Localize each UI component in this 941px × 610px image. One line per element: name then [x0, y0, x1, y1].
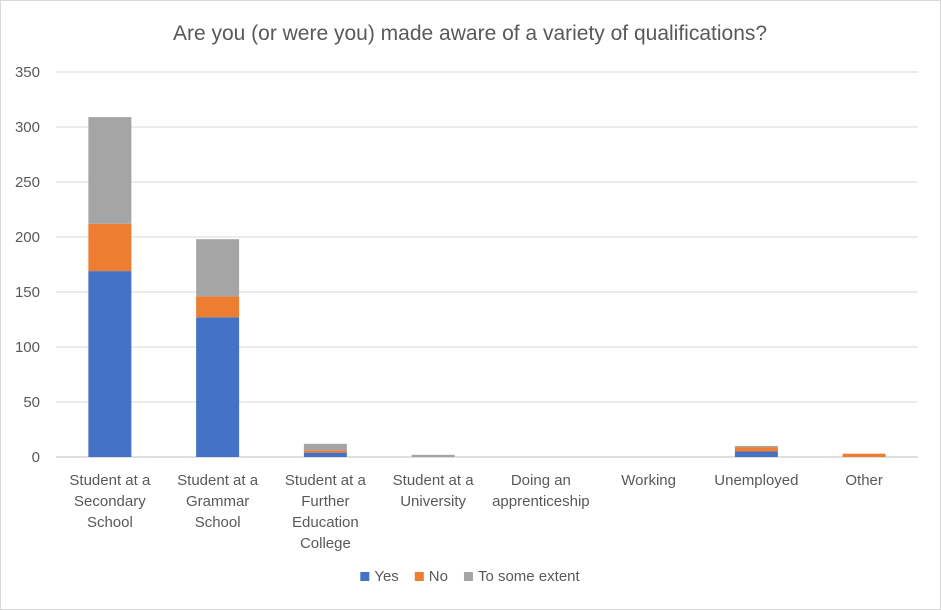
x-tick-label: Other: [845, 472, 883, 489]
y-tick-label: 50: [23, 394, 40, 411]
x-tick-label-line: Student at a: [177, 472, 259, 489]
y-tick-label: 150: [15, 284, 40, 301]
y-tick-label: 200: [15, 229, 40, 246]
legend-label: No: [429, 568, 448, 585]
x-tick-label: Student at a Further Education College: [285, 472, 367, 552]
bar-segment: [196, 239, 240, 297]
x-tick-label-line: Education: [292, 514, 359, 531]
chart-title: Are you (or were you) made aware of a va…: [173, 22, 767, 45]
legend-swatch: [414, 572, 424, 581]
x-axis: Student at a Secondary School Student at a G…: [69, 472, 882, 552]
x-tick-label-line: School: [87, 514, 133, 531]
bars: [88, 117, 886, 457]
y-tick-label: 100: [15, 339, 40, 356]
bar-segment: [88, 117, 132, 224]
x-tick-label-line: Student at a: [285, 472, 367, 489]
bar-segment: [734, 447, 778, 452]
x-tick-label: Doing an apprenticeship: [492, 472, 590, 510]
x-tick-label-line: Working: [621, 472, 676, 489]
x-tick-label-line: Student at a: [69, 472, 151, 489]
x-tick-label: Student at a Secondary School: [69, 472, 151, 531]
y-tick-label: 250: [15, 174, 40, 191]
bar-segment: [88, 271, 132, 457]
y-axis: 0 50 100 150 200 250 300 350: [15, 64, 40, 466]
bar-segment: [842, 453, 886, 457]
legend-swatch: [463, 572, 473, 581]
x-tick-label: Student at a University: [393, 472, 475, 510]
bar-segment: [734, 451, 778, 457]
bar-segment: [734, 446, 778, 448]
x-tick-label-line: University: [400, 493, 466, 510]
legend: Yes No To some extent: [360, 568, 581, 585]
x-tick-label-line: Secondary: [74, 493, 146, 510]
bar-segment: [303, 443, 347, 451]
legend-label: To some extent: [478, 568, 581, 585]
bar-segment: [88, 223, 132, 272]
y-tick-label: 300: [15, 119, 40, 136]
y-tick-label: 0: [32, 449, 40, 466]
x-tick-label-line: Student at a: [393, 472, 475, 489]
x-tick-label-line: Unemployed: [714, 472, 798, 489]
x-tick-label-line: Doing an: [511, 472, 571, 489]
x-tick-label-line: Further: [301, 493, 349, 510]
bar-segment: [411, 454, 455, 457]
bar-segment: [303, 450, 347, 453]
legend-label: Yes: [374, 568, 398, 585]
bar-segment: [303, 452, 347, 457]
x-tick-label-line: apprenticeship: [492, 493, 590, 510]
legend-swatch: [360, 572, 370, 581]
x-tick-label-line: Grammar: [186, 493, 249, 510]
x-tick-label-line: College: [300, 535, 351, 552]
x-tick-label: Student at a Grammar School: [177, 472, 259, 531]
x-tick-label: Working: [621, 472, 676, 489]
y-tick-label: 350: [15, 64, 40, 81]
x-tick-label-line: Other: [845, 472, 883, 489]
bar-segment: [196, 317, 240, 457]
x-tick-label: Unemployed: [714, 472, 798, 489]
gridlines: [56, 71, 918, 458]
bar-segment: [196, 296, 240, 318]
x-tick-label-line: School: [195, 514, 241, 531]
